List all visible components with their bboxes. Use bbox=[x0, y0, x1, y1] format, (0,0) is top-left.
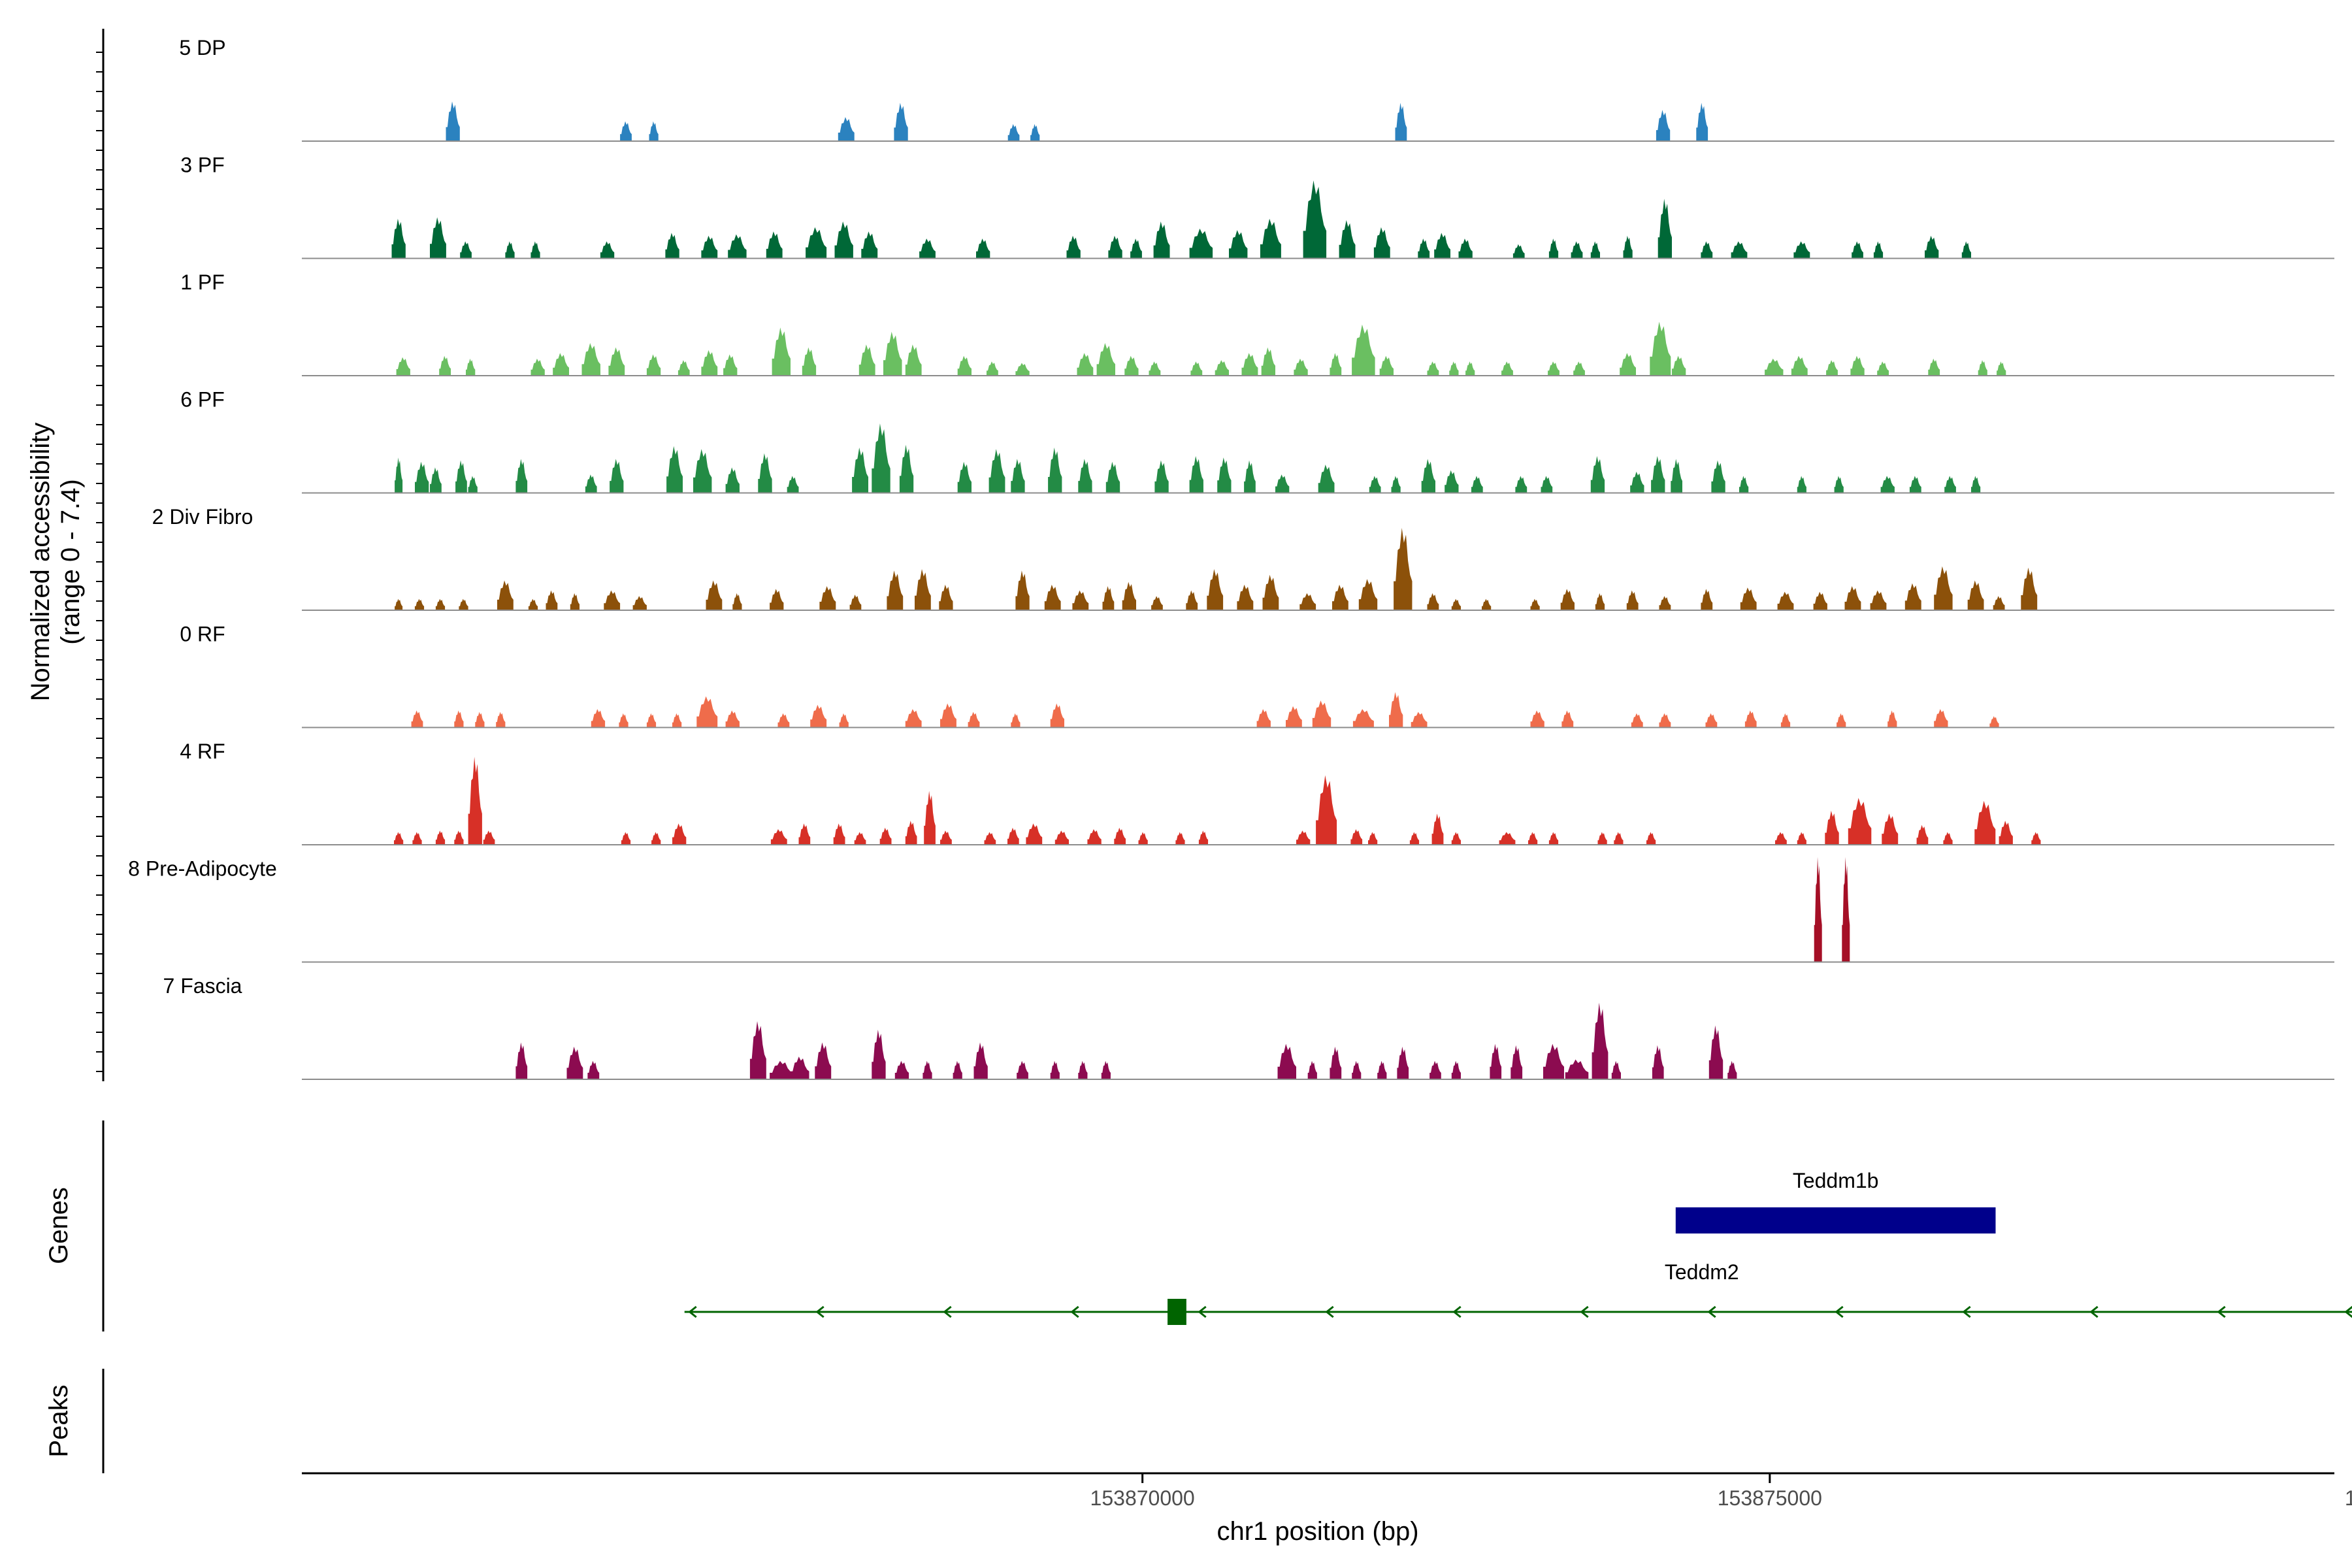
gene-label: Teddm2 bbox=[1665, 1260, 1739, 1284]
gene-label: Teddm1b bbox=[1793, 1169, 1879, 1192]
peaks-panel-title: Peaks bbox=[44, 1384, 73, 1457]
x-axis-title: chr1 position (bp) bbox=[1217, 1517, 1418, 1546]
track-label: 1 PF bbox=[180, 270, 225, 294]
y-axis-title-line1: Normalized accessibility bbox=[26, 423, 55, 702]
coverage-plot: Normalized accessibility (range 0 - 7.4)… bbox=[0, 0, 2352, 1568]
gene-body bbox=[1676, 1207, 1996, 1233]
track-label: 0 RF bbox=[180, 623, 225, 646]
background bbox=[0, 0, 2352, 1568]
track-label: 4 RF bbox=[180, 740, 225, 763]
track-label: 7 Fascia bbox=[163, 974, 242, 998]
gene-exon bbox=[1168, 1299, 1186, 1325]
x-tick-label: 153875000 bbox=[1718, 1486, 1822, 1510]
genes-panel-title: Genes bbox=[44, 1187, 73, 1264]
x-tick-label: 153870000 bbox=[1090, 1486, 1195, 1510]
y-axis-title-line2: (range 0 - 7.4) bbox=[56, 479, 85, 644]
track-label: 8 Pre-Adipocyte bbox=[128, 857, 277, 881]
track-label: 2 Div Fibro bbox=[152, 505, 253, 529]
x-tick-label: 153880000 bbox=[2345, 1486, 2352, 1510]
track-label: 3 PF bbox=[180, 154, 225, 177]
track-label: 5 DP bbox=[179, 36, 225, 59]
track-label: 6 PF bbox=[180, 388, 225, 412]
